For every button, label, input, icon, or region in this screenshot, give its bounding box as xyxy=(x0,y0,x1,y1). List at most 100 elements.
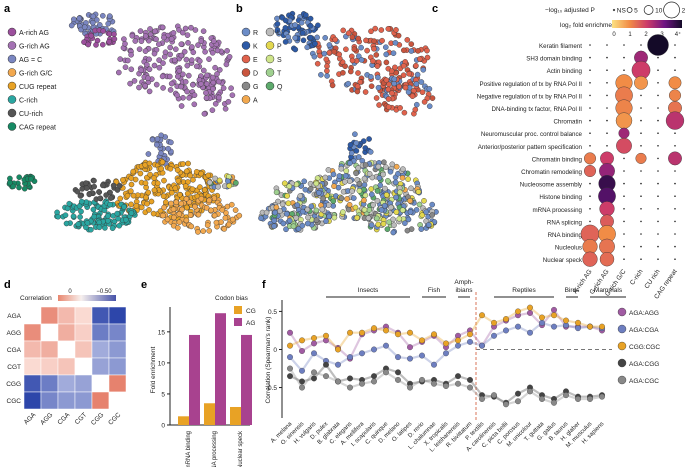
umap-b-point xyxy=(345,206,352,213)
umap-a-point xyxy=(90,19,96,26)
f-point xyxy=(287,354,293,361)
umap-a-point xyxy=(121,36,127,42)
umap-b-point xyxy=(312,40,318,47)
umap-a-point xyxy=(158,132,164,139)
umap-a-point xyxy=(78,208,84,215)
umap-b-point xyxy=(390,229,397,236)
umap-a-point xyxy=(117,195,123,202)
umap-a-point xyxy=(77,193,84,199)
color-legend-title: log₂ fold enrichment xyxy=(560,22,618,29)
umap-b-point xyxy=(283,210,290,217)
f-point xyxy=(395,376,401,383)
umap-b-point xyxy=(331,49,338,55)
umap-b-point xyxy=(361,197,367,204)
heatmap-cell xyxy=(40,306,59,325)
umap-a-point xyxy=(146,66,153,73)
umap-b-point xyxy=(290,223,297,230)
umap-a-legend-label: A-rich AG xyxy=(19,30,49,37)
corr-legend-bar xyxy=(58,295,116,301)
f-point xyxy=(299,378,305,385)
umap-b-point xyxy=(383,192,390,198)
f-point xyxy=(455,373,461,380)
umap-b-point xyxy=(329,82,336,89)
umap-a-point xyxy=(166,73,173,80)
heatmap-cell xyxy=(108,391,127,410)
f-point xyxy=(323,332,329,339)
size-legend-marker xyxy=(612,8,616,12)
go-ns-dot xyxy=(589,208,591,210)
umap-a-point xyxy=(16,174,23,180)
umap-a-point xyxy=(188,223,195,230)
f-legend-label: AGA:CGA xyxy=(629,327,659,334)
umap-a-point xyxy=(222,106,229,112)
umap-a-point xyxy=(201,187,208,193)
umap-b-point xyxy=(382,185,388,192)
umap-a-point xyxy=(195,42,201,48)
umap-b-point xyxy=(421,99,428,105)
go-ns-dot xyxy=(674,182,676,185)
umap-a-point xyxy=(188,24,194,31)
go-ns-dot xyxy=(657,195,659,197)
f-point xyxy=(323,361,329,368)
f-point xyxy=(347,375,353,382)
umap-b-point xyxy=(315,22,321,29)
umap-a-point xyxy=(161,177,167,184)
umap-a-point xyxy=(96,189,102,195)
go-ns-dot xyxy=(657,69,659,71)
umap-b-point xyxy=(374,63,381,69)
heatmap-cell xyxy=(108,374,127,393)
heatmap-cell xyxy=(91,323,110,342)
go-term-label: Histone binding xyxy=(539,194,582,201)
go-ns-dot xyxy=(623,44,625,46)
go-enrichment-dot xyxy=(669,89,682,102)
umap-b-legend-marker xyxy=(241,54,251,64)
heatmap-cell xyxy=(23,340,42,359)
umap-a-point xyxy=(55,213,61,220)
umap-b-legend-label: Q xyxy=(277,84,283,91)
heatmap-cell xyxy=(40,340,59,359)
umap-b-point xyxy=(299,222,306,229)
umap-b-point xyxy=(388,68,395,74)
umap-a-point xyxy=(184,88,190,95)
go-column-label: C-rich xyxy=(629,268,645,287)
f-y-tick-label: 0 xyxy=(273,347,277,354)
umap-a-legend-label: CUG repeat xyxy=(19,84,56,91)
umap-b-point xyxy=(400,47,407,54)
umap-a-point xyxy=(172,46,179,53)
heatmap-cell xyxy=(108,340,127,359)
umap-a-point xyxy=(191,101,198,108)
umap-b-point xyxy=(355,35,362,42)
umap-a-point xyxy=(83,180,89,186)
umap-a-point xyxy=(161,54,168,60)
umap-b-point xyxy=(404,227,411,234)
go-enrichment-dot xyxy=(599,201,615,217)
umap-b-legend-marker xyxy=(265,54,275,64)
umap-a-point xyxy=(206,227,212,234)
f-point xyxy=(431,331,437,338)
umap-a-point xyxy=(70,213,77,220)
umap-a-point xyxy=(206,56,212,62)
umap-a-point xyxy=(178,103,185,109)
go-ns-dot xyxy=(623,220,625,223)
umap-b-point xyxy=(413,207,420,213)
go-ns-dot xyxy=(606,145,608,147)
umap-a-point xyxy=(158,165,164,172)
umap-a-point xyxy=(85,41,91,48)
go-ns-dot xyxy=(623,208,625,210)
umap-b-point xyxy=(393,163,400,170)
umap-a-point xyxy=(146,160,153,167)
go-ns-dot xyxy=(640,132,642,134)
umap-a-point xyxy=(159,159,166,165)
go-ns-dot xyxy=(623,195,625,197)
umap-a-point xyxy=(167,165,174,172)
go-ns-dot xyxy=(589,145,591,147)
umap-b-legend-marker xyxy=(241,27,251,37)
umap-b-point xyxy=(292,46,299,53)
umap-a-point xyxy=(145,189,151,196)
umap-b-point xyxy=(321,50,328,57)
f-legend-marker xyxy=(617,375,627,385)
heatmap-col-label: AGG xyxy=(39,411,54,426)
umap-a-point xyxy=(88,32,94,39)
umap-a-point xyxy=(182,79,189,85)
f-point xyxy=(359,329,365,336)
